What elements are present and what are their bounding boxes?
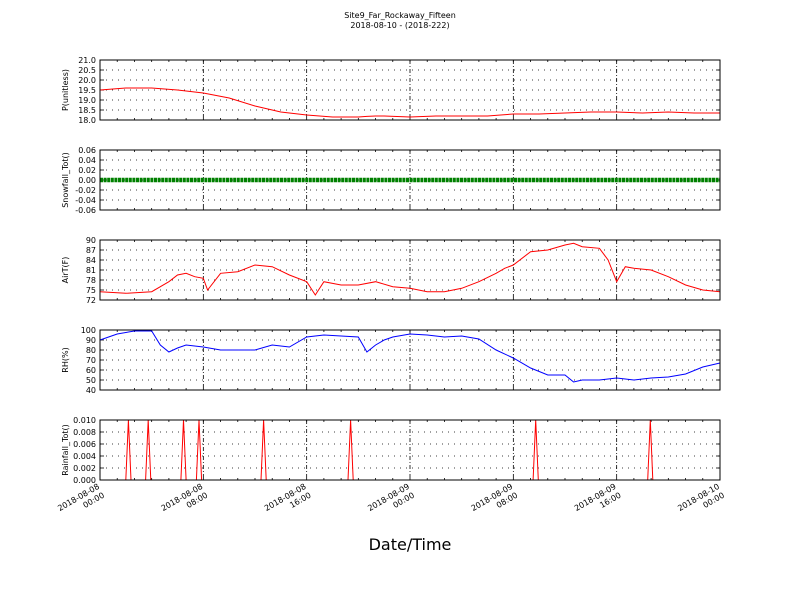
panel-1: -0.06-0.04-0.020.000.020.040.06 Snowfall_… (61, 146, 721, 215)
series-line (99, 330, 721, 383)
y-tick-label: 0.06 (78, 146, 96, 155)
y-tick-label: -0.06 (75, 206, 96, 215)
panel-frame (99, 149, 721, 211)
y-tick-label: 87 (86, 246, 96, 255)
y-tick-label: 78 (86, 276, 96, 285)
y-tick-label: 40 (86, 386, 96, 395)
y-tick-label: 0.004 (73, 452, 96, 461)
series-line (99, 87, 720, 118)
y-tick-label: 81 (86, 266, 96, 275)
panel-frame (99, 239, 721, 301)
y-axis-label: Rainfall_Tot() (61, 424, 70, 476)
y-tick-label: 72 (86, 296, 96, 305)
panel-frame (99, 419, 721, 481)
y-tick-label: 70 (86, 356, 96, 365)
y-tick-label: -0.04 (75, 196, 96, 205)
y-tick-label: 60 (86, 366, 96, 375)
y-tick-label: 90 (86, 336, 96, 345)
panel-4: 0.000 0.002 0.004 0.006 0.008 0.010Rainfall_T… (61, 416, 721, 485)
chart-title: Site9_Far_Rockaway_Fifteen (344, 11, 456, 20)
panel-0: 18.018.519.019.520.020.521.0 P(unitless) (61, 56, 721, 125)
y-tick-label: 0.02 (78, 166, 96, 175)
y-tick-label: 19.0 (78, 96, 96, 105)
x-axis-label: Date/Time (369, 535, 452, 554)
panel-frame (99, 329, 721, 391)
chart-subtitle: 2018-08-10 - (2018-222) (350, 21, 449, 30)
y-tick-label: 19.5 (78, 86, 96, 95)
y-tick-label: 0.002 (73, 464, 96, 473)
y-tick-label: 90 (86, 236, 96, 245)
y-tick-label: 18.0 (78, 116, 96, 125)
y-tick-label: 100 (81, 326, 96, 335)
y-tick-label: 21.0 (78, 56, 96, 65)
y-tick-label: 0.010 (73, 416, 96, 425)
y-tick-label: -0.02 (75, 186, 96, 195)
panels: 18.018.519.019.520.020.521.0 P(unitless) -… (61, 56, 721, 485)
y-axis-label: P(unitless) (61, 69, 70, 111)
y-axis-label: AirT(F) (61, 257, 70, 284)
y-tick-label: 20.0 (78, 76, 96, 85)
y-tick-label: 84 (86, 256, 96, 265)
series-line (99, 242, 721, 296)
y-axis-label: Snowfall_Tot() (61, 152, 70, 208)
y-tick-label: 18.5 (78, 106, 96, 115)
y-tick-label: 0.006 (73, 440, 96, 449)
y-tick-label: 75 (86, 286, 96, 295)
panel-frame (99, 59, 721, 121)
y-axis-label: RH(%) (61, 347, 70, 372)
y-tick-label: 0.008 (73, 428, 96, 437)
y-tick-label: 0.00 (78, 176, 96, 185)
y-tick-label: 0.000 (73, 476, 96, 485)
y-tick-label: 50 (86, 376, 96, 385)
y-tick-label: 20.5 (78, 66, 96, 75)
y-tick-label: 0.04 (78, 156, 96, 165)
y-tick-label: 80 (86, 346, 96, 355)
